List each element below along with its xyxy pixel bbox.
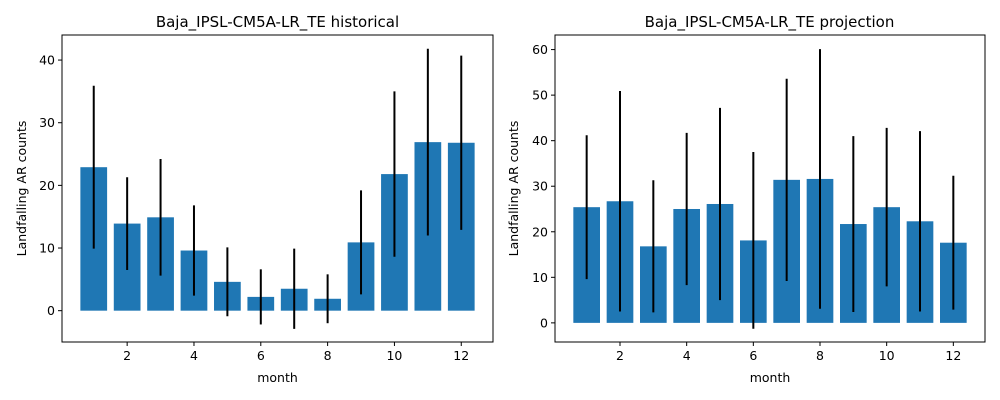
historical-y-tick-label: 40: [39, 53, 55, 68]
historical-x-tick-label: 6: [257, 348, 265, 363]
projection-chart-title: Baja_IPSL-CM5A-LR_TE projection: [645, 13, 895, 32]
historical-x-tick-label: 12: [453, 348, 469, 363]
historical-y-ticks: 0 10 20 30 40: [39, 53, 62, 318]
historical-bars: [80, 142, 475, 311]
historical-x-tick-label: 10: [386, 348, 402, 363]
historical-x-axis-label: month: [257, 370, 298, 385]
projection-x-tick-label: 10: [879, 348, 895, 363]
projection-x-tick-label: 6: [749, 348, 757, 363]
projection-y-tick-label: 10: [532, 270, 548, 285]
historical-plot-frame: [61, 34, 494, 343]
historical-chart-panel: Baja_IPSL-CM5A-LR_TE historical 2 4 6 8 10 12…: [14, 13, 494, 385]
historical-y-tick-label: 20: [39, 178, 55, 193]
historical-y-tick-label: 0: [47, 303, 55, 318]
projection-y-ticks: 0 10 20 30 40 50 60: [532, 42, 555, 330]
projection-chart-panel: Baja_IPSL-CM5A-LR_TE projection 2 4 6 8 10 12…: [506, 13, 986, 385]
projection-x-tick-label: 4: [683, 348, 691, 363]
projection-error-bars: [585, 49, 955, 329]
historical-x-ticks: 2 4 6 8 10 12: [123, 342, 469, 363]
projection-plot-frame: [554, 34, 986, 343]
historical-y-tick-label: 10: [39, 241, 55, 256]
projection-x-axis-label: month: [750, 370, 791, 385]
projection-y-tick-label: 20: [532, 224, 548, 239]
historical-y-tick-label: 30: [39, 115, 55, 130]
projection-y-tick-label: 0: [540, 315, 548, 330]
projection-y-axis-label: Landfalling AR counts: [506, 121, 521, 257]
projection-y-tick-label: 60: [532, 42, 548, 57]
projection-x-tick-label: 2: [616, 348, 624, 363]
historical-x-tick-label: 8: [324, 348, 332, 363]
projection-y-tick-label: 40: [532, 133, 548, 148]
historical-chart-title: Baja_IPSL-CM5A-LR_TE historical: [156, 13, 399, 32]
projection-x-tick-label: 12: [945, 348, 961, 363]
historical-error-bars: [92, 48, 463, 329]
historical-x-tick-label: 2: [123, 348, 131, 363]
projection-x-tick-label: 8: [816, 348, 824, 363]
historical-x-tick-label: 4: [190, 348, 198, 363]
projection-bars: [573, 178, 967, 323]
projection-x-ticks: 2 4 6 8 10 12: [616, 342, 961, 363]
projection-y-tick-label: 30: [532, 179, 548, 194]
historical-y-axis-label: Landfalling AR counts: [14, 121, 29, 257]
projection-y-tick-label: 50: [532, 88, 548, 103]
